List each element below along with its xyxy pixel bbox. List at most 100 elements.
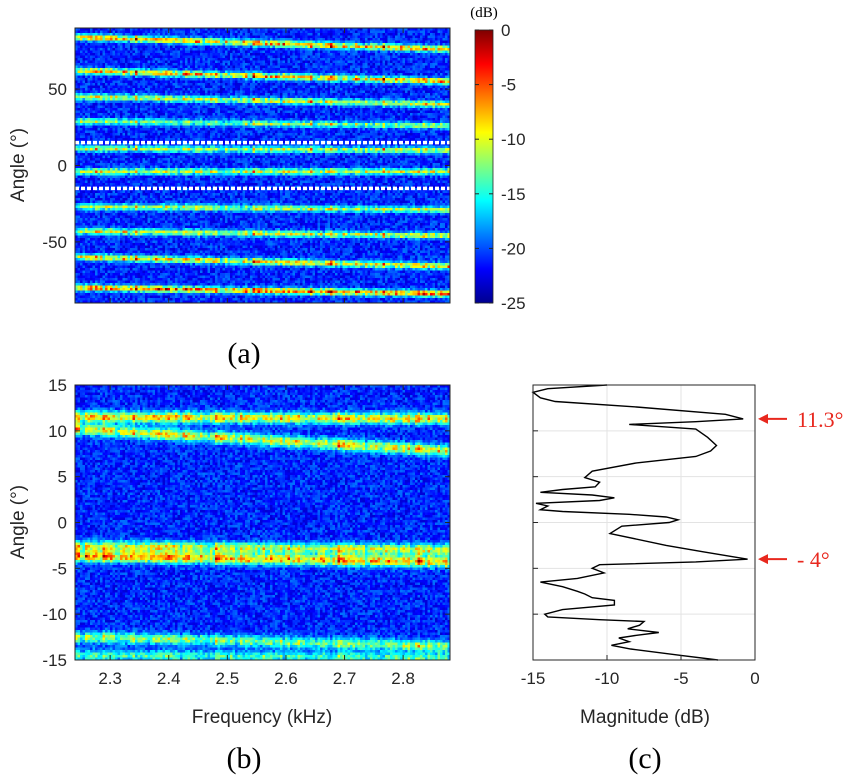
heatmap-a-cell (380, 55, 383, 59)
heatmap-a-cell (380, 95, 383, 99)
heatmap-a-cell (230, 70, 233, 74)
heatmap-a-cell (150, 100, 153, 104)
heatmap-a-cell (317, 38, 321, 41)
heatmap-a-cell (102, 30, 106, 34)
heatmap-a-cell (445, 105, 448, 109)
heatmap-a-cell (310, 48, 313, 51)
heatmap-a-cell (392, 98, 396, 101)
heatmap-a-cell (90, 58, 93, 61)
heatmap-a-cell (255, 33, 258, 36)
heatmap-a-cell (220, 93, 223, 96)
heatmap-a-cell (337, 58, 341, 61)
heatmap-a-cell (290, 50, 293, 54)
heatmap-a-cell (80, 88, 83, 91)
heatmap-a-cell (122, 73, 126, 76)
heatmap-a-cell (117, 103, 121, 106)
heatmap-a-cell (357, 68, 361, 71)
heatmap-a-cell (235, 30, 238, 34)
heatmap-a-cell (80, 105, 83, 109)
heatmap-a-cell (335, 48, 338, 51)
heatmap-a-cell (307, 40, 311, 44)
heatmap-a-cell (75, 60, 78, 64)
heatmap-a-cell (400, 43, 403, 46)
heatmap-a-cell (440, 38, 443, 41)
heatmap-a-cell (265, 88, 268, 91)
heatmap-a-cell (412, 65, 416, 69)
heatmap-a-cell (155, 100, 158, 104)
heatmap-a-cell (82, 75, 86, 79)
heatmap-a-cell (195, 80, 198, 84)
heatmap-a-cell (305, 73, 308, 76)
heatmap-a-cell (367, 50, 371, 54)
heatmap-a-cell (182, 93, 186, 96)
heatmap-a-cell (412, 108, 416, 111)
heatmap-a-cell (355, 85, 358, 89)
heatmap-a-cell (135, 28, 138, 31)
heatmap-a-cell (127, 40, 131, 44)
heatmap-a-cell (237, 60, 241, 64)
heatmap-a-cell (157, 45, 161, 49)
heatmap-a-cell (97, 48, 101, 51)
heatmap-a-cell (135, 33, 138, 36)
heatmap-a-cell (412, 63, 416, 66)
heatmap-a-cell (362, 80, 366, 84)
heatmap-a-cell (292, 78, 296, 81)
heatmap-a-cell (195, 88, 198, 91)
heatmap-a-cell (207, 93, 211, 96)
heatmap-a-cell (177, 45, 181, 49)
heatmap-a-cell (185, 53, 188, 56)
heatmap-a-cell (187, 40, 191, 44)
heatmap-a-cell (325, 90, 328, 94)
heatmap-a-cell (227, 35, 231, 39)
heatmap-a-cell (175, 53, 178, 56)
heatmap-a-cell (407, 53, 411, 56)
heatmap-a-cell (170, 98, 173, 101)
heatmap-a-cell (140, 50, 143, 54)
heatmap-a-cell (242, 105, 246, 109)
heatmap-a-cell (287, 58, 291, 61)
heatmap-a-cell (407, 35, 411, 39)
heatmap-a-cell (365, 55, 368, 59)
heatmap-a-cell (137, 63, 141, 66)
heatmap-a-cell (337, 78, 341, 81)
heatmap-a-cell (292, 73, 296, 76)
heatmap-a-cell (337, 38, 341, 41)
heatmap-a-cell (202, 55, 206, 59)
heatmap-a-cell (415, 100, 418, 104)
heatmap-a-cell (100, 110, 103, 114)
heatmap-a-cell (377, 50, 381, 54)
heatmap-a-cell (282, 68, 286, 71)
heatmap-a-cell (327, 40, 331, 44)
heatmap-a-cell (170, 100, 173, 104)
heatmap-a-cell (255, 43, 258, 46)
heatmap-a-cell (417, 95, 421, 99)
heatmap-a-cell (222, 80, 226, 84)
heatmap-a-cell (405, 38, 408, 41)
heatmap-a-cell (207, 45, 211, 49)
heatmap-a-cell (167, 53, 171, 56)
heatmap-a-cell (260, 48, 263, 51)
heatmap-a-cell (377, 100, 381, 104)
heatmap-a-cell (322, 28, 326, 31)
heatmap-a-cell (257, 55, 261, 59)
heatmap-a-cell (222, 65, 226, 69)
heatmap-a-cell (345, 75, 348, 79)
heatmap-a-cell (257, 60, 261, 64)
heatmap-a-cell (197, 33, 201, 36)
heatmap-a-cell (177, 55, 181, 59)
heatmap-a-cell (380, 100, 383, 104)
heatmap-a-cell (435, 75, 438, 79)
heatmap-a-cell (172, 80, 176, 84)
heatmap-a-cell (187, 90, 191, 94)
heatmap-a-cell (182, 85, 186, 89)
heatmap-a-cell (380, 60, 383, 64)
heatmap-a-cell (182, 73, 186, 76)
heatmap-a-cell (100, 40, 103, 44)
heatmap-a-cell (315, 83, 318, 86)
heatmap-a-cell (350, 68, 353, 71)
heatmap-a-cell (140, 73, 143, 76)
heatmap-a-cell (320, 35, 323, 39)
heatmap-a-cell (147, 103, 151, 106)
heatmap-a-cell (360, 100, 363, 104)
heatmap-a-cell (215, 33, 218, 36)
